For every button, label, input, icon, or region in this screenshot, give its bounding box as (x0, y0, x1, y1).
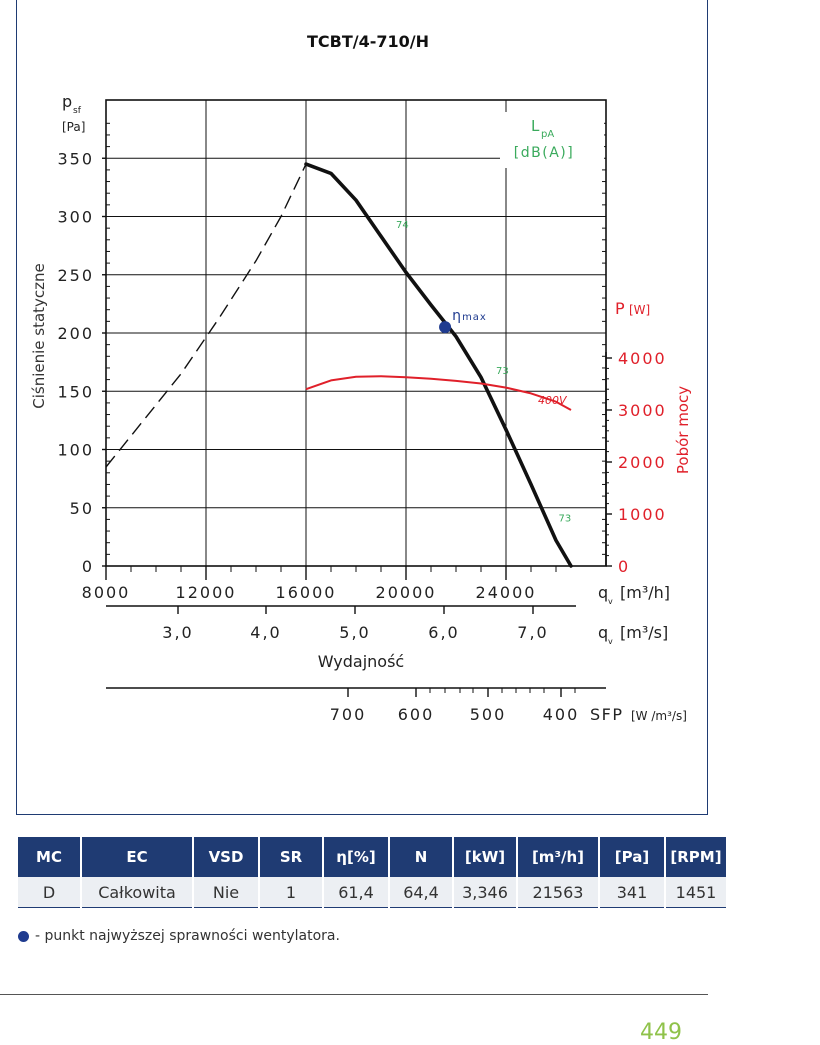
sfp-label: SFP (590, 705, 624, 724)
y-tick-label: 200 (57, 324, 94, 343)
power-tick-label: 2000 (618, 453, 667, 472)
x-unit-sub: v (608, 597, 613, 606)
y-tick-label: 250 (57, 266, 94, 285)
y-axis-title: Ciśnienie statyczne (30, 263, 48, 409)
x2-unit-symbol: q (598, 623, 608, 642)
specs-value-cell: 341 (599, 877, 666, 908)
y-axis-symbol-sub: sf (73, 106, 82, 116)
flow-m3s-tick-label: 6,0 (428, 623, 459, 642)
x-axis-title: Wydajność (318, 652, 404, 671)
sfp-tick-label: 500 (470, 705, 507, 724)
power-unit: [W] (629, 303, 650, 317)
y-tick-label: 100 (57, 441, 94, 460)
legend-note: - punkt najwyższej sprawności wentylator… (18, 928, 340, 944)
power-axis-title: Pobór mocy (674, 386, 692, 474)
specs-header-row: MC EC VSD SR η[%] N [kW] [m³/h] [Pa] [RPM] (18, 837, 726, 877)
specs-header-cell: MC (18, 837, 82, 877)
noise-level-label: 73 (559, 514, 572, 525)
specs-header-cell: [Pa] (599, 837, 666, 877)
specs-value-cell: Całkowita (81, 877, 194, 908)
sfp-tick-label: 600 (398, 705, 435, 724)
sfp-tick-label: 700 (330, 705, 367, 724)
flow-m3s-tick-label: 4,0 (250, 623, 281, 642)
efficiency-point-icon (18, 930, 29, 942)
lpa-label-sub: pA (541, 129, 554, 140)
specs-value-cell: D (18, 877, 82, 908)
specs-table: MC EC VSD SR η[%] N [kW] [m³/h] [Pa] [RPM] D Całko… (18, 837, 726, 908)
noise-level-label: 73 (496, 366, 509, 377)
specs-header-cell: [kW] (453, 837, 518, 877)
specs-header-cell: [RPM] (665, 837, 726, 877)
eta-max-label: η (452, 308, 461, 324)
x-tick-label: 8000 (82, 583, 131, 602)
lpa-label-bg (500, 112, 604, 168)
x2-unit-sub: v (608, 637, 613, 646)
eta-max-sub: max (462, 312, 487, 323)
specs-value-cell: 61,4 (323, 877, 390, 908)
specs-value-cell: Nie (193, 877, 260, 908)
specs-header-cell: [m³/h] (517, 837, 600, 877)
specs-value-cell: 1 (259, 877, 324, 908)
specs-value-cell: 64,4 (389, 877, 454, 908)
specs-value-cell: 21563 (517, 877, 600, 908)
sfp-tick-label: 400 (543, 705, 580, 724)
specs-header-cell: VSD (193, 837, 260, 877)
y-tick-label: 350 (57, 149, 94, 168)
y-tick-label: 50 (70, 499, 94, 518)
y-axis-symbol: p (62, 92, 72, 111)
x-unit-symbol: q (598, 583, 608, 602)
flow-m3s-tick-label: 3,0 (162, 623, 193, 642)
specs-value-cell: 3,346 (453, 877, 518, 908)
footer-divider (0, 994, 708, 995)
power-label: P (615, 299, 625, 318)
power-tick-label: 4000 (618, 349, 667, 368)
power-curve (305, 375, 572, 411)
lpa-unit: [dB(A)] (514, 145, 574, 161)
y-tick-label: 300 (57, 208, 94, 227)
x-tick-label: 20000 (376, 583, 437, 602)
unstable-curve (105, 163, 307, 468)
specs-value-cell: 1451 (665, 877, 726, 908)
y-tick-label: 150 (57, 382, 94, 401)
x2-unit-m3s: [m³/s] (620, 623, 668, 642)
power-tick-label: 0 (618, 557, 630, 576)
x-tick-label: 24000 (476, 583, 537, 602)
sfp-unit: [W /m³/s] (631, 709, 687, 723)
power-tick-label: 1000 (618, 505, 667, 524)
specs-data-row: D Całkowita Nie 1 61,4 64,4 3,346 21563 341 1451 (18, 877, 726, 908)
y-tick-label: 0 (82, 557, 94, 576)
x-tick-label: 16000 (276, 583, 337, 602)
chart-frame (16, 0, 708, 815)
chart-title: TCBT/4-710/H (307, 32, 429, 51)
specs-header-cell: SR (259, 837, 324, 877)
flow-m3s-tick-label: 7,0 (517, 623, 548, 642)
legend-note-text: - punkt najwyższej sprawności wentylator… (35, 928, 340, 944)
x-tick-label: 12000 (176, 583, 237, 602)
specs-header-cell: EC (81, 837, 194, 877)
lpa-label: L (531, 117, 540, 135)
noise-level-label: 74 (396, 220, 409, 231)
specs-header-cell: η[%] (323, 837, 390, 877)
x-unit-m3h: [m³/h] (620, 583, 670, 602)
y-axis-unit: [Pa] (62, 120, 85, 134)
power-tick-label: 3000 (618, 401, 667, 420)
specs-header-cell: N (389, 837, 454, 877)
page-number: 449 (640, 1020, 682, 1045)
flow-m3s-tick-label: 5,0 (339, 623, 370, 642)
pressure-curve (304, 162, 573, 568)
eta-max-point (439, 321, 452, 334)
power-curve-label: 400V (538, 394, 568, 407)
